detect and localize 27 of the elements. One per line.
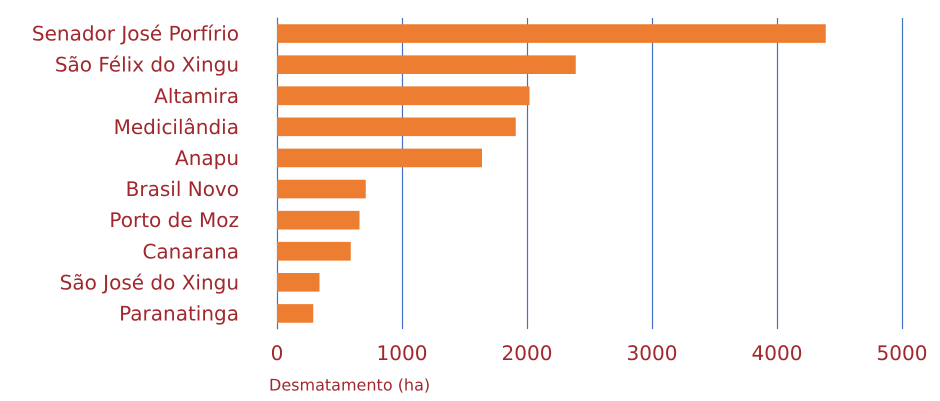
y-tick-label: Paranatinga [119, 301, 239, 326]
bar [277, 148, 482, 168]
y-tick-label: Medicilândia [114, 114, 239, 139]
y-tick-label: Porto de Moz [109, 208, 239, 232]
y-tick-label: Anapu [175, 146, 239, 170]
bar [277, 118, 516, 136]
y-tick-label: Altamira [154, 84, 239, 108]
y-tick-label: Brasil Novo [126, 177, 239, 202]
bar [277, 304, 314, 323]
bar [277, 86, 530, 106]
x-tick-label: 0 [270, 341, 284, 365]
bar [277, 24, 826, 43]
y-tick-label: São Félix do Xingu [54, 52, 239, 77]
bar [277, 242, 351, 261]
x-tick-label: 2000 [502, 341, 552, 365]
bar [277, 210, 360, 230]
y-tick-label: São José do Xingu [60, 270, 239, 294]
x-tick-label: 3000 [626, 341, 678, 365]
x-tick-label: 4000 [752, 341, 802, 365]
y-tick-label: Senador José Porfírio [32, 22, 239, 46]
x-tick-label: 5000 [876, 341, 928, 365]
y-tick-label: Canarana [142, 239, 239, 264]
bar [277, 55, 576, 74]
bar [277, 180, 366, 198]
x-tick-label: 1000 [376, 341, 428, 365]
bar [277, 273, 320, 292]
x-axis-title: Desmatamento (ha) [269, 376, 430, 394]
